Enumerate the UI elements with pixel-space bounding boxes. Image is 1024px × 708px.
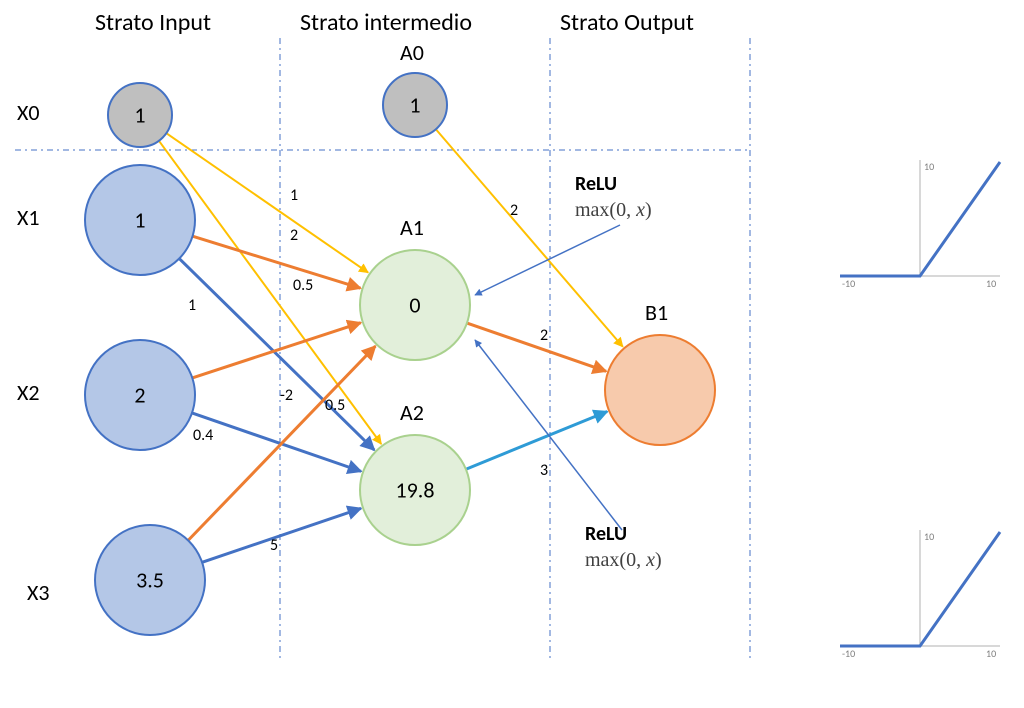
weight-X1-A1: 2 [290, 226, 298, 245]
node-B1-label: B1 [645, 299, 668, 326]
relu-title-0: ReLU [575, 172, 617, 196]
weight-X2-A1: 0.5 [293, 276, 313, 295]
node-X1-value: 1 [134, 206, 145, 233]
node-X2-value: 2 [134, 381, 145, 408]
node-A1-label: A1 [400, 214, 424, 241]
mini-charts: -10 10 10 -10 10 10 [840, 160, 1000, 660]
svg-text:10: 10 [924, 530, 934, 543]
svg-text:10: 10 [986, 277, 996, 290]
relu-arrow-0 [475, 225, 620, 295]
edge-X0-A1 [166, 133, 368, 272]
weight-A1-B1: 2 [540, 326, 548, 345]
edge-X2-A1 [192, 323, 361, 378]
svg-text:-10: -10 [842, 647, 855, 660]
edge-A1-B1 [467, 323, 606, 371]
weight-X1-A2: 1 [188, 296, 196, 315]
node-X3-value: 3.5 [136, 566, 164, 593]
relu-mini-chart-1: -10 10 10 [840, 530, 1000, 660]
weight-A0-B1: 2 [510, 201, 518, 220]
edge-X1-A2 [179, 259, 374, 451]
weight-X0-A2: 0.5 [325, 396, 345, 415]
node-X2-label: X2 [17, 379, 40, 406]
svg-text:10: 10 [986, 647, 996, 660]
node-A2-label: A2 [400, 399, 424, 426]
node-A2-value: 19.8 [395, 476, 434, 503]
node-X3-label: X3 [27, 579, 50, 606]
svg-text:10: 10 [924, 160, 934, 173]
relu-expr-0: max(0, x) [575, 199, 652, 221]
edge-X1-A1 [193, 236, 361, 288]
node-X0-value: 1 [134, 101, 145, 128]
relu-title-1: ReLU [585, 522, 627, 546]
node-B1 [605, 335, 715, 445]
edge-X3-A1 [188, 346, 375, 540]
node-A0-value: 1 [409, 91, 420, 118]
weight-X0-A1: 1 [290, 186, 298, 205]
edge-X3-A2 [202, 508, 361, 562]
weight-A2-B1: 3 [540, 461, 548, 480]
weight-X3-A1: -2 [280, 386, 293, 405]
weight-X3-A2: 5 [270, 536, 278, 555]
svg-text:-10: -10 [842, 277, 855, 290]
title-hidden-layer: Strato intermedio [300, 8, 472, 37]
relu-expr-1: max(0, x) [585, 549, 662, 571]
node-A0-label: A0 [400, 39, 424, 66]
neural-network-diagram: Strato Input Strato intermedio Strato Ou… [0, 0, 1024, 708]
edge-X2-A2 [192, 413, 361, 471]
node-A1-value: 0 [409, 291, 420, 318]
title-input-layer: Strato Input [95, 8, 211, 37]
relu-mini-chart-0: -10 10 10 [840, 160, 1000, 290]
node-X0-label: X0 [17, 99, 40, 126]
node-X1-label: X1 [17, 204, 40, 231]
title-output-layer: Strato Output [560, 8, 694, 37]
weight-X2-A2: 0.4 [193, 426, 213, 445]
